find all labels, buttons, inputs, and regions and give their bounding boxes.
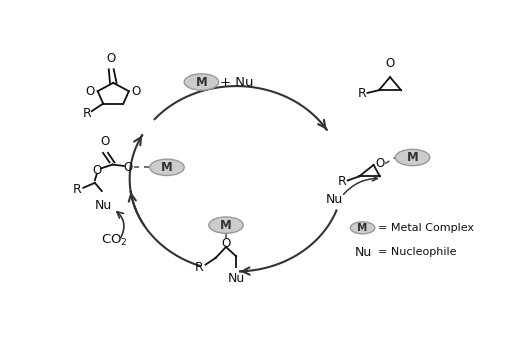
Text: O: O <box>86 85 95 98</box>
Text: M: M <box>407 151 418 164</box>
Text: R: R <box>83 108 91 120</box>
Ellipse shape <box>395 149 430 166</box>
Text: Nu: Nu <box>326 193 343 206</box>
Ellipse shape <box>209 217 243 233</box>
Text: = Nucleophile: = Nucleophile <box>378 247 456 257</box>
Text: Nu: Nu <box>227 272 245 285</box>
Text: R: R <box>73 183 82 196</box>
Text: R: R <box>195 261 204 274</box>
Text: R: R <box>338 175 346 188</box>
Text: O: O <box>101 135 110 148</box>
Ellipse shape <box>150 159 184 176</box>
Text: O: O <box>123 161 133 174</box>
Text: M: M <box>358 223 368 233</box>
Text: = Metal Complex: = Metal Complex <box>378 223 473 233</box>
Text: O: O <box>92 164 102 177</box>
Text: M: M <box>161 161 173 174</box>
Text: + Nu: + Nu <box>220 75 253 88</box>
Text: M: M <box>220 219 232 232</box>
Text: O: O <box>376 157 385 170</box>
Text: CO$_2$: CO$_2$ <box>101 233 127 248</box>
Text: O: O <box>132 85 141 98</box>
Text: M: M <box>196 75 207 88</box>
Text: Nu: Nu <box>95 199 113 212</box>
Text: O: O <box>222 237 231 250</box>
Text: Nu: Nu <box>355 246 372 259</box>
Ellipse shape <box>350 222 375 234</box>
Ellipse shape <box>184 74 218 90</box>
Text: O: O <box>386 57 395 70</box>
Text: R: R <box>358 87 366 101</box>
Text: O: O <box>107 52 116 65</box>
